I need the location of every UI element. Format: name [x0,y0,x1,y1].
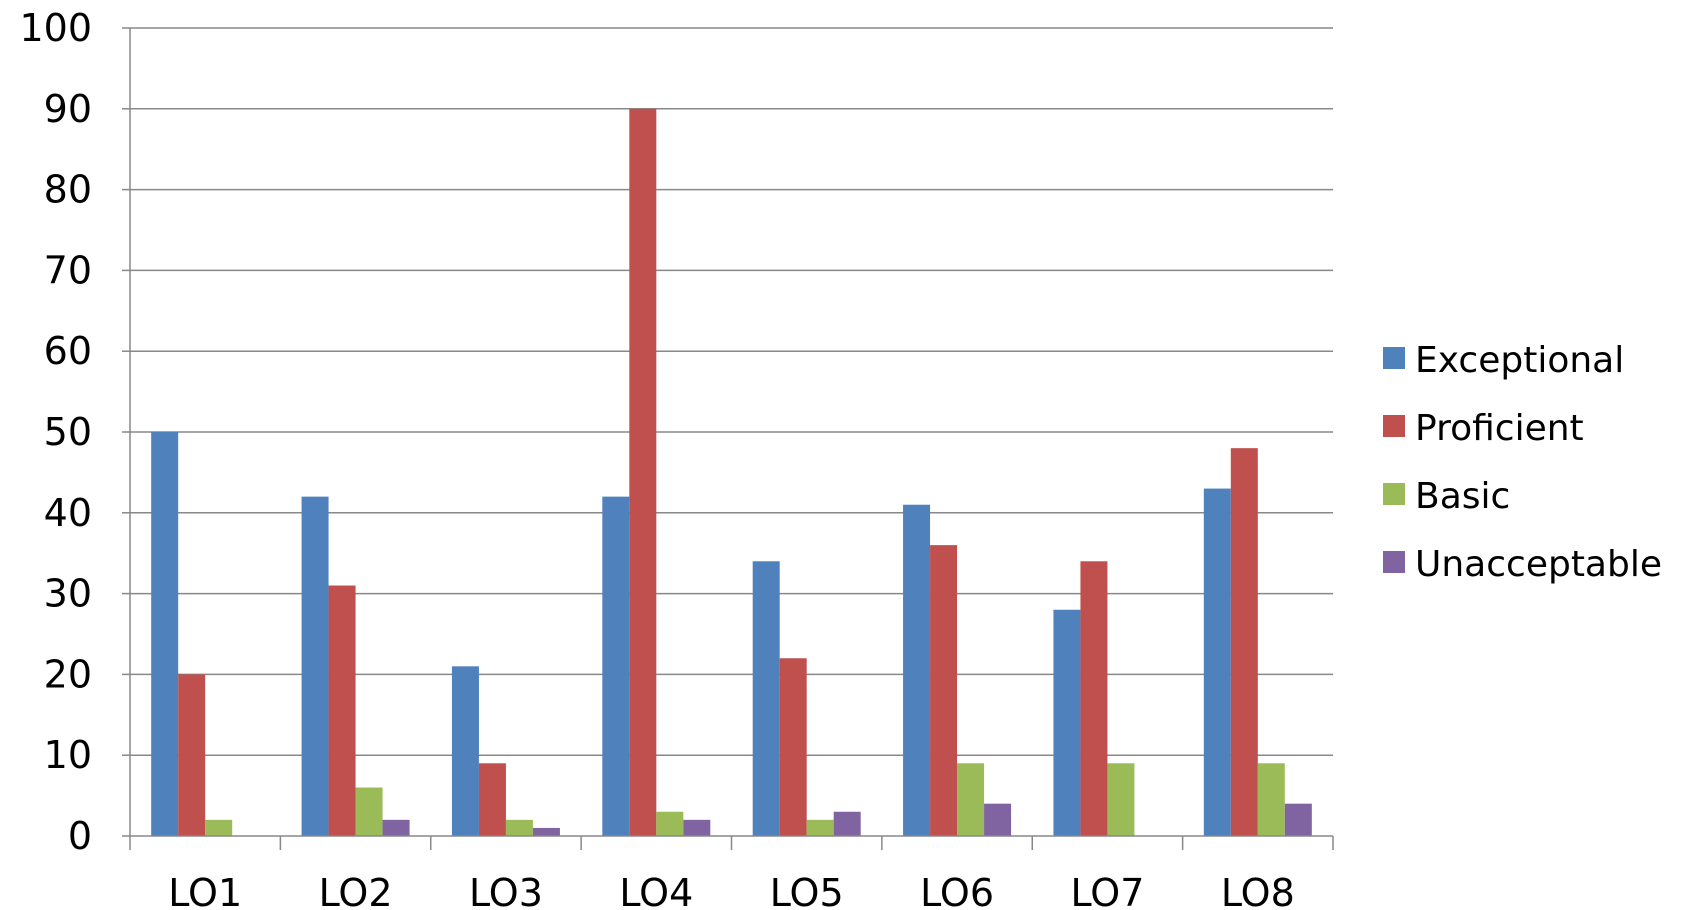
bar-unacceptable-lo3 [532,827,560,836]
bar-proficient-lo8 [1230,448,1258,836]
bar-proficient-lo4 [629,108,657,837]
legend-swatch-basic [1383,483,1405,505]
bars [151,108,1312,837]
bar-exceptional-lo3 [451,666,479,836]
y-tick-label: 20 [44,652,92,696]
bar-unacceptable-lo6 [984,803,1012,836]
bar-basic-lo3 [505,819,533,836]
bar-basic-lo7 [1107,763,1135,836]
bar-exceptional-lo6 [903,504,931,836]
legend-swatch-exceptional [1383,347,1405,369]
legend: Exceptional Proficient Basic Unacceptable [1383,340,1662,585]
bar-basic-lo1 [205,819,233,836]
bar-basic-lo8 [1257,763,1285,836]
legend-label: Exceptional [1415,340,1624,381]
x-tick-label: LO2 [319,871,393,910]
x-axis-ticks: LO1 LO2 LO3 LO4 LO5 LO6 LO7 LO8 [129,836,1334,910]
legend-swatch-unacceptable [1383,551,1405,573]
y-tick-label: 10 [44,733,92,777]
bar-exceptional-lo2 [301,496,329,836]
bar-proficient-lo2 [328,585,356,836]
bar-exceptional-lo5 [752,561,780,836]
y-tick-label: 0 [68,814,92,858]
bar-proficient-lo3 [478,763,506,836]
legend-label: Basic [1415,476,1510,517]
y-tick-label: 70 [44,248,92,292]
x-tick-label: LO5 [770,871,844,910]
x-tick-label: LO7 [1070,871,1144,910]
bar-basic-lo2 [355,787,383,836]
bar-exceptional-lo1 [151,432,179,836]
bar-unacceptable-lo2 [382,819,410,836]
y-tick-label: 100 [19,6,92,50]
legend-swatch-proficient [1383,415,1405,437]
y-axis-ticks: 0 10 20 30 40 50 60 70 80 90 100 [19,6,130,858]
bar-unacceptable-lo5 [833,811,861,836]
bar-basic-lo6 [957,763,985,836]
bar-unacceptable-lo8 [1284,803,1312,836]
bar-proficient-lo5 [779,658,807,836]
bar-proficient-lo1 [178,674,206,836]
x-tick-label: LO1 [168,871,242,910]
y-tick-label: 40 [44,491,92,535]
y-tick-label: 80 [44,168,92,212]
bar-proficient-lo6 [930,545,958,836]
x-tick-label: LO6 [920,871,994,910]
bar-basic-lo5 [806,819,834,836]
y-tick-label: 60 [44,329,92,373]
bar-exceptional-lo4 [602,496,630,836]
x-tick-label: LO4 [619,871,693,910]
bar-proficient-lo7 [1080,561,1108,836]
legend-label: Unacceptable [1415,544,1662,585]
bar-basic-lo4 [656,811,684,836]
bar-exceptional-lo7 [1053,609,1081,836]
legend-label: Proficient [1415,408,1584,449]
x-tick-label: LO8 [1221,871,1295,910]
bar-unacceptable-lo4 [683,819,711,836]
y-tick-label: 30 [44,572,92,616]
bar-exceptional-lo8 [1203,488,1231,836]
y-tick-label: 50 [44,410,92,454]
y-tick-label: 90 [44,87,92,131]
x-tick-label: LO3 [469,871,543,910]
